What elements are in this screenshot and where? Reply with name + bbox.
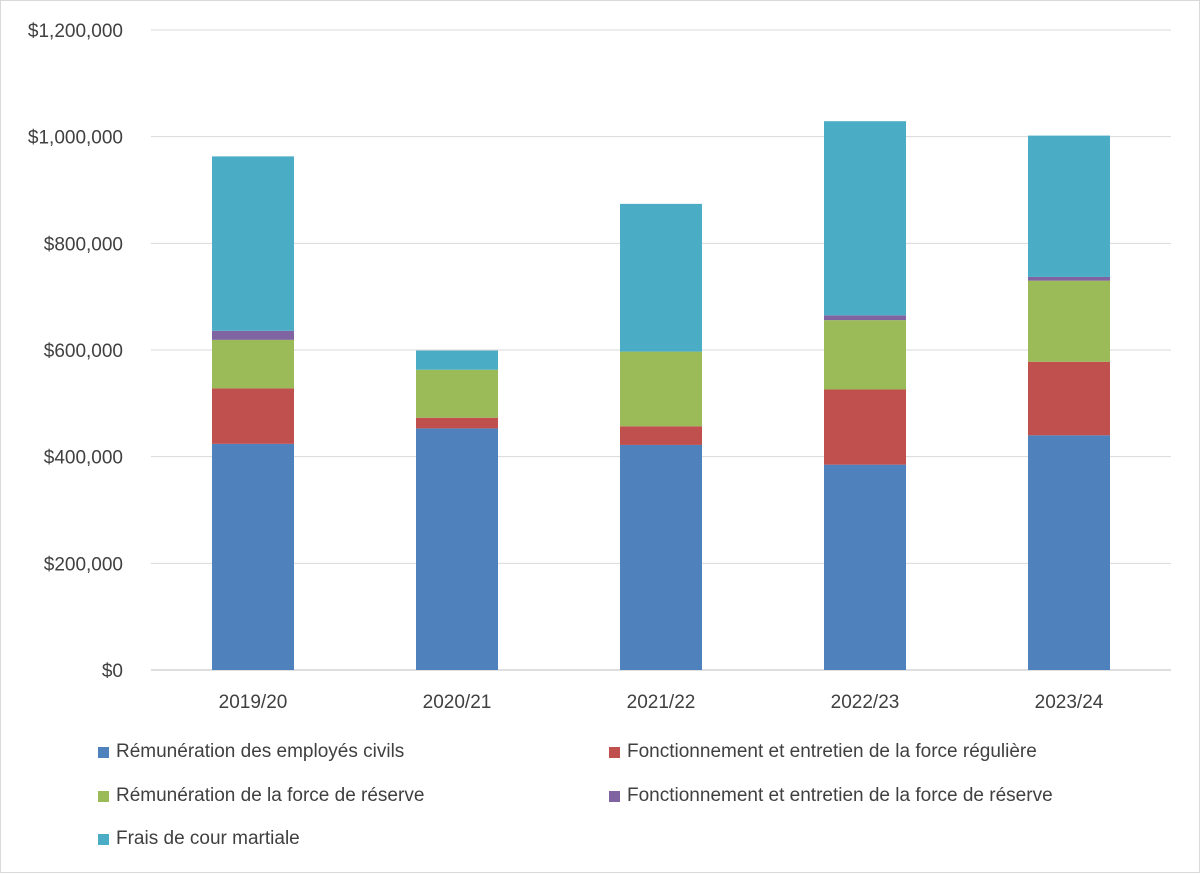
bar-segment-4-3 bbox=[1028, 276, 1110, 281]
bar-segment-0-4 bbox=[212, 156, 294, 331]
y-tick-label: $200,000 bbox=[44, 554, 123, 575]
x-tick-label: 2023/24 bbox=[1035, 692, 1104, 713]
bar-segment-3-0 bbox=[824, 464, 906, 670]
bar-segment-0-1 bbox=[212, 388, 294, 444]
bar-segment-3-4 bbox=[824, 121, 906, 316]
x-tick-label: 2019/20 bbox=[219, 692, 288, 713]
y-tick-label: $800,000 bbox=[44, 234, 123, 255]
bar-segment-2-2 bbox=[620, 351, 702, 427]
bar-segment-0-0 bbox=[212, 443, 294, 670]
bar-segment-4-0 bbox=[1028, 435, 1110, 670]
y-tick-label: $600,000 bbox=[44, 341, 123, 362]
y-tick-label: $1,200,000 bbox=[28, 21, 123, 42]
bar-segment-2-4 bbox=[620, 203, 702, 352]
x-tick-label: 2022/23 bbox=[831, 692, 900, 713]
bar-segment-4-4 bbox=[1028, 135, 1110, 277]
bar-segment-2-1 bbox=[620, 426, 702, 445]
bar-segment-3-2 bbox=[824, 320, 906, 390]
y-tick-label: $400,000 bbox=[44, 448, 123, 469]
x-tick-label: 2020/21 bbox=[423, 692, 492, 713]
y-tick-label: $1,000,000 bbox=[28, 128, 123, 149]
bar-segment-0-2 bbox=[212, 339, 294, 389]
bar-segment-3-1 bbox=[824, 389, 906, 465]
y-tick-label: $0 bbox=[102, 661, 123, 682]
bar-segment-2-0 bbox=[620, 444, 702, 670]
bar-segment-0-3 bbox=[212, 330, 294, 340]
bar-segment-1-4 bbox=[416, 350, 498, 370]
bar-segment-4-2 bbox=[1028, 280, 1110, 362]
bar-segment-4-1 bbox=[1028, 361, 1110, 436]
bar-segment-1-1 bbox=[416, 417, 498, 429]
bar-segment-3-3 bbox=[824, 315, 906, 321]
x-tick-label: 2021/22 bbox=[627, 692, 696, 713]
bar-segment-1-2 bbox=[416, 369, 498, 418]
bar-segment-1-0 bbox=[416, 428, 498, 670]
